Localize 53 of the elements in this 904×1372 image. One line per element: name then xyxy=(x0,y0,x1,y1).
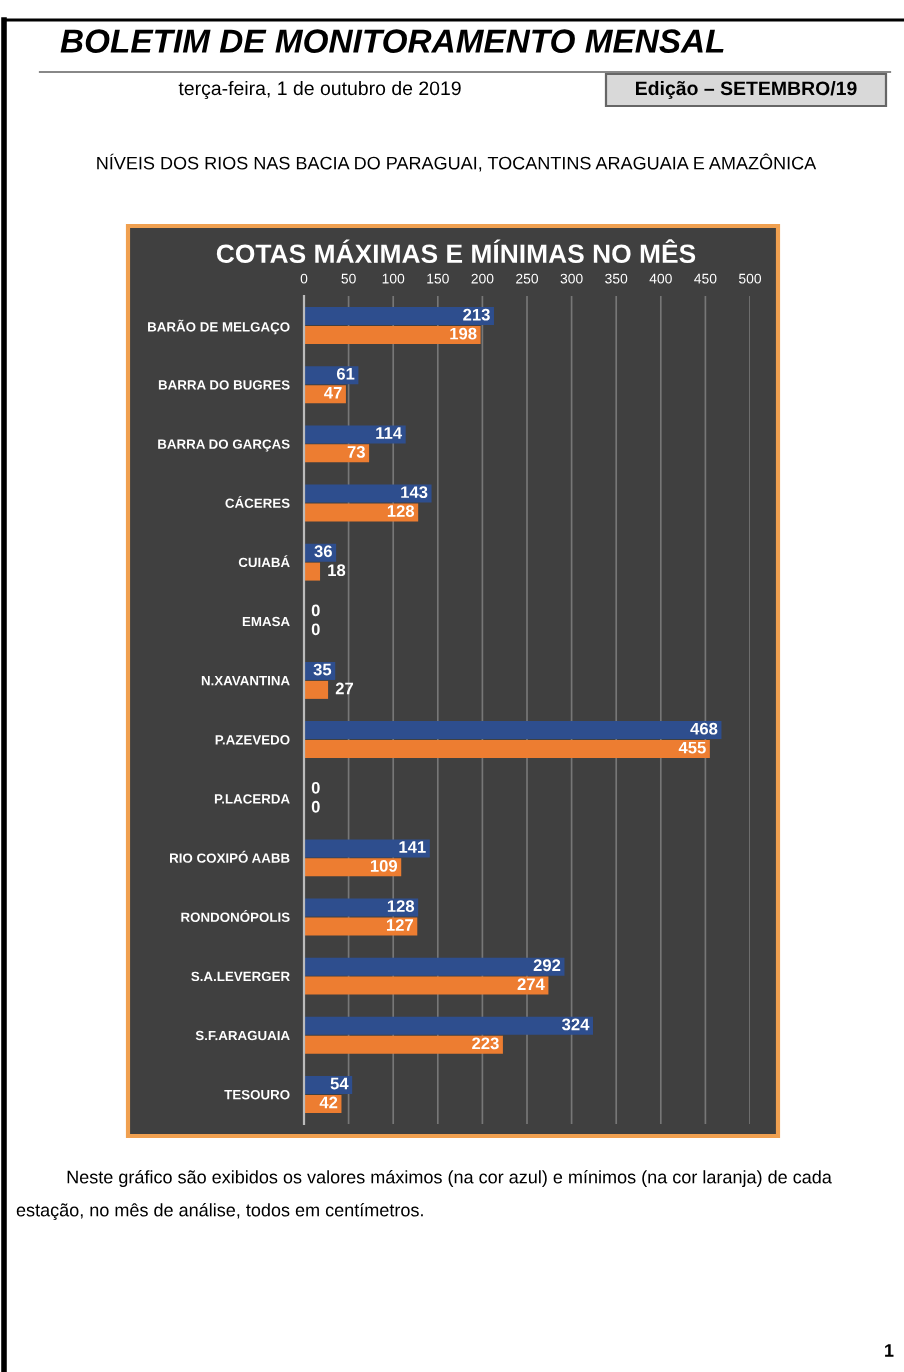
data-label: 128 xyxy=(387,900,415,913)
bar xyxy=(304,721,722,740)
data-label: 114 xyxy=(376,427,403,439)
data-label: 109 xyxy=(370,859,398,872)
bar xyxy=(304,484,432,503)
bar xyxy=(304,740,710,759)
data-label: 141 xyxy=(399,841,426,853)
data-label: 223 xyxy=(472,1037,499,1050)
data-label: 324 xyxy=(562,1018,590,1031)
bar xyxy=(304,1016,594,1035)
bar xyxy=(304,562,321,581)
data-label: 47 xyxy=(324,387,342,399)
bar xyxy=(304,976,549,995)
bar xyxy=(304,858,402,877)
text: 1 xyxy=(885,1344,894,1357)
data-label: 54 xyxy=(330,1077,349,1090)
bar xyxy=(304,1035,503,1054)
bar xyxy=(304,444,370,463)
data-label: 0 xyxy=(311,623,320,636)
data-label: 128 xyxy=(387,505,415,517)
text: Neste gráfico são exibidos os valores máximos (na cor azul) e mínimos (na cor laranja) de cada estação, no mês de análise, todos em centímetros. xyxy=(16,1170,832,1221)
bar xyxy=(304,917,418,936)
bar xyxy=(304,957,565,976)
data-label: 42 xyxy=(319,1096,338,1109)
data-label: 213 xyxy=(463,308,490,321)
bar xyxy=(304,898,419,917)
data-label: 27 xyxy=(335,682,354,695)
data-label: 455 xyxy=(678,741,706,754)
text: BOLETIM DE MONITORAMENTO MENSAL xyxy=(60,29,724,53)
data-label: 18 xyxy=(328,564,346,577)
chart-title: COTAS MÁXIMAS E MÍNIMAS NO MÊS xyxy=(216,239,696,264)
data-label: 0 xyxy=(311,800,320,813)
data-label: 0 xyxy=(311,604,320,617)
data-label: 292 xyxy=(533,959,561,972)
bar xyxy=(304,307,494,326)
data-label: 127 xyxy=(386,919,413,931)
data-label: 0 xyxy=(311,781,320,794)
text: Edição – SETEMBRO/19 xyxy=(636,80,857,100)
data-label: 468 xyxy=(690,722,718,735)
data-label: 35 xyxy=(313,663,332,676)
data-label: 274 xyxy=(517,978,545,990)
text: terça-feira, 1 de outubro de 2019 xyxy=(178,80,461,100)
data-label: 198 xyxy=(450,327,477,340)
data-label: 61 xyxy=(336,367,355,380)
bar xyxy=(304,503,419,522)
bar xyxy=(304,425,406,444)
data-label: 143 xyxy=(401,486,428,499)
data-label: 36 xyxy=(314,545,332,558)
data-label: 73 xyxy=(347,445,365,458)
bar xyxy=(304,680,329,699)
bar xyxy=(304,839,430,858)
text: NÍVEIS DOS RIOS NAS BACIA DO PARAGUAI, TOCANTINS ARAGUAIA E AMAZÔNICA xyxy=(97,153,817,172)
bar xyxy=(304,326,481,345)
